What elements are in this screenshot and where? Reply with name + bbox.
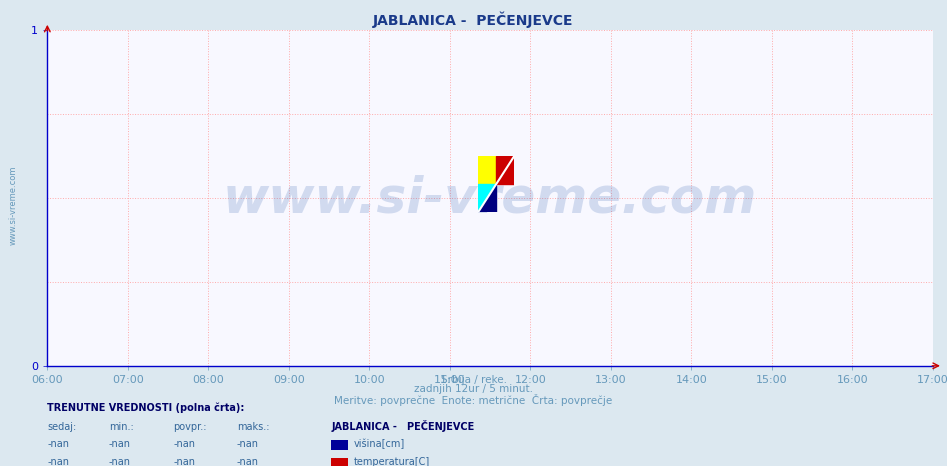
Text: povpr.:: povpr.: [173, 422, 206, 432]
Text: -nan: -nan [47, 457, 69, 466]
Text: -nan: -nan [237, 457, 259, 466]
Text: min.:: min.: [109, 422, 134, 432]
Text: sedaj:: sedaj: [47, 422, 77, 432]
Text: maks.:: maks.: [237, 422, 269, 432]
Text: JABLANICA -  PEČENJEVCE: JABLANICA - PEČENJEVCE [373, 12, 574, 28]
Text: -nan: -nan [47, 439, 69, 449]
Text: temperatura[C]: temperatura[C] [354, 457, 431, 466]
Text: -nan: -nan [173, 439, 195, 449]
Text: Meritve: povprečne  Enote: metrične  Črta: povprečje: Meritve: povprečne Enote: metrične Črta:… [334, 394, 613, 406]
Text: -nan: -nan [173, 457, 195, 466]
Text: -nan: -nan [237, 439, 259, 449]
Bar [478, 156, 496, 184]
Text: www.si-vreme.com: www.si-vreme.com [9, 165, 18, 245]
Text: -nan: -nan [109, 439, 131, 449]
Text: zadnjih 12ur / 5 minut.: zadnjih 12ur / 5 minut. [414, 384, 533, 394]
Text: www.si-vreme.com: www.si-vreme.com [223, 174, 758, 222]
Text: -nan: -nan [109, 457, 131, 466]
Polygon shape [478, 184, 496, 212]
Text: Srbija / reke.: Srbija / reke. [440, 375, 507, 385]
Bar [496, 156, 514, 184]
Text: JABLANICA -   PEČENJEVCE: JABLANICA - PEČENJEVCE [331, 420, 474, 432]
Text: TRENUTNE VREDNOSTI (polna črta):: TRENUTNE VREDNOSTI (polna črta): [47, 403, 244, 413]
Polygon shape [478, 184, 496, 212]
Text: višina[cm]: višina[cm] [354, 439, 405, 449]
